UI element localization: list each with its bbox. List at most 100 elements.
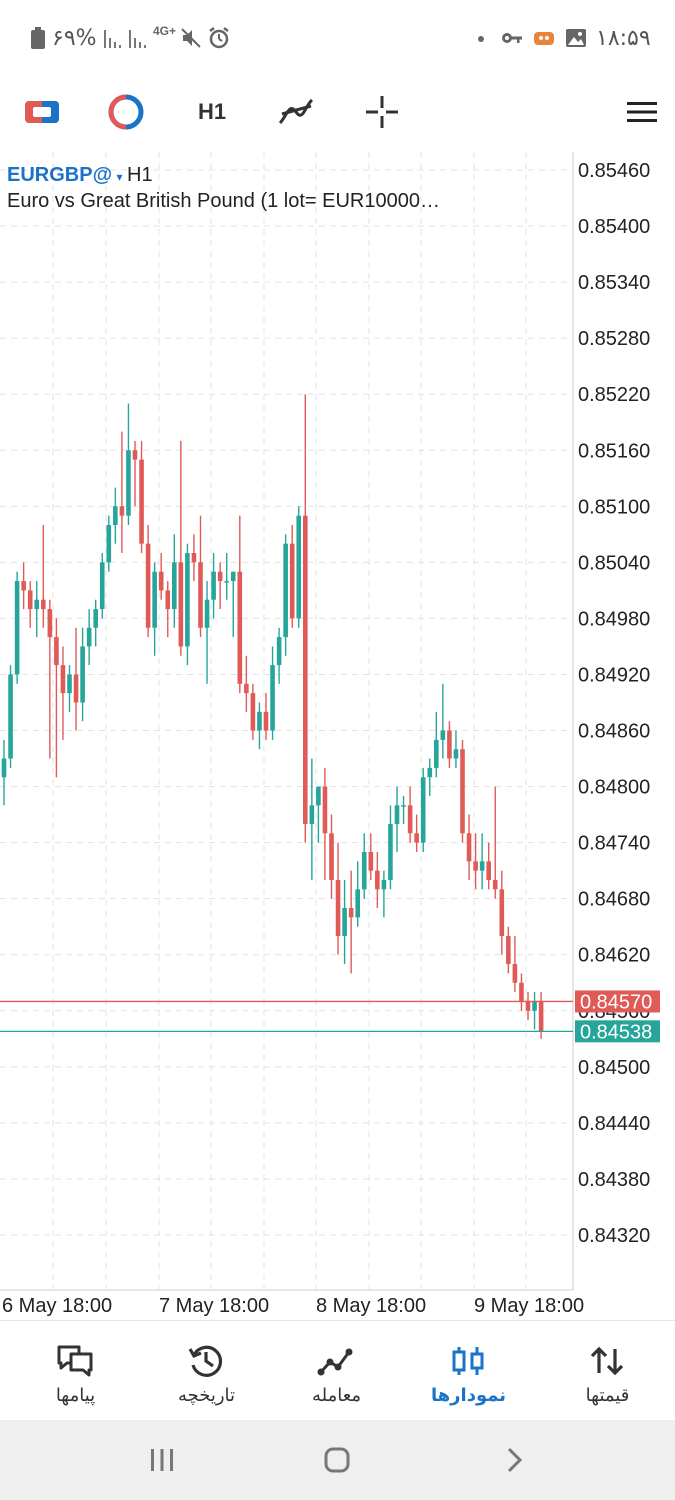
candle-body [427, 767, 433, 778]
signal-icon-2 [129, 30, 146, 48]
candle-body [126, 450, 131, 516]
menu-icon [627, 102, 657, 122]
bid-price-label: 0.84538 [580, 1021, 652, 1043]
objects-icon [278, 98, 314, 125]
candle-body [414, 833, 419, 843]
bottom-navigation: قیمتها نمودارها معامله تاریخچه پیامها [0, 1320, 675, 1421]
ask-price-tag [575, 990, 660, 1013]
chart-timeframe: H1 [127, 164, 153, 186]
trade-line-icon [317, 1348, 353, 1376]
candle-body [519, 982, 524, 1002]
candle-body [466, 833, 472, 862]
candle-body [453, 749, 459, 759]
indicators-button[interactable] [106, 86, 146, 138]
candle-body [303, 515, 308, 824]
battery-percent: ۶۹% [52, 26, 97, 51]
x-tick-label: 7 May 18:00 [159, 1295, 269, 1317]
network-type: 4G+ [153, 24, 177, 38]
candle-body [342, 908, 347, 937]
candle-body [204, 599, 210, 628]
chart-symbol-header[interactable]: EURGBP@ ▾ H1 [7, 164, 153, 187]
objects-button[interactable] [274, 86, 318, 138]
nav-history[interactable]: تاریخچه [139, 1321, 274, 1421]
nav-quotes[interactable]: قیمتها [540, 1321, 675, 1421]
y-tick-label: 0.84500 [578, 1057, 650, 1079]
recent-apps-button[interactable] [148, 1446, 176, 1474]
y-axis: 0.85460 0.85400 0.85340 0.85280 0.85220 0.851… [575, 160, 660, 1247]
price-chart[interactable]: 0.85460 0.85400 0.85340 0.85280 0.85220 0.851… [0, 152, 675, 1318]
candle-body [289, 543, 295, 619]
one-click-trade-button[interactable] [22, 86, 62, 138]
nav-messages[interactable]: پیامها [8, 1321, 143, 1421]
key-icon [502, 33, 522, 43]
candle-body [368, 851, 374, 871]
y-tick-label: 0.85280 [578, 328, 650, 350]
candle-body [217, 571, 223, 582]
candle-body [532, 1001, 537, 1011]
candle-body [283, 543, 288, 638]
ask-price-label: 0.84570 [580, 991, 652, 1013]
candle-body [211, 571, 216, 600]
timeframe-button[interactable]: H1 [190, 86, 234, 138]
nav-charts[interactable]: نمودارها [401, 1321, 536, 1421]
signal-icon [104, 30, 121, 48]
mute-icon [181, 28, 201, 48]
candle-body [191, 553, 197, 563]
nav-history-label: تاریخچه [177, 1385, 236, 1406]
candle-body [132, 450, 138, 460]
crosshair-button[interactable] [360, 86, 404, 138]
candle-body [113, 506, 118, 525]
candle-body [355, 889, 360, 918]
candle-body [60, 665, 66, 694]
nav-trade[interactable]: معامله [269, 1321, 404, 1421]
dot-icon [478, 36, 484, 42]
candle-body [185, 553, 190, 647]
y-tick-label: 0.84920 [578, 664, 650, 686]
app-notification-icon [534, 32, 554, 45]
messages-icon [57, 1345, 93, 1377]
candle-body [322, 786, 328, 834]
indicators-icon [108, 94, 144, 130]
candle-body [420, 777, 426, 843]
y-tick-label: 0.84440 [578, 1113, 650, 1135]
price-lines [0, 1000, 573, 1032]
back-button[interactable] [502, 1446, 526, 1474]
candle-body [165, 590, 171, 610]
candle-body [8, 674, 13, 759]
candle-body [178, 562, 184, 647]
battery-icon [31, 27, 45, 49]
x-tick-label: 6 May 18:00 [2, 1295, 112, 1317]
candle-body [198, 562, 203, 628]
y-tick-label: 0.84860 [578, 721, 650, 743]
candle-body [14, 581, 20, 675]
y-tick-label: 0.85400 [578, 216, 650, 238]
x-tick-label: 8 May 18:00 [316, 1295, 426, 1317]
candle-body [335, 880, 341, 937]
candle-body [99, 562, 105, 610]
home-button[interactable] [323, 1446, 351, 1474]
candle-body [361, 851, 367, 890]
candle-body [47, 609, 53, 638]
candle-body [506, 936, 511, 965]
status-bar: ۶۹% 4G+ ۱۸:۵۹ [0, 0, 675, 74]
x-tick-label: 9 May 18:00 [474, 1295, 584, 1317]
candle-body [394, 805, 400, 824]
chart-toolbar: H1 [0, 74, 675, 150]
candle-body [27, 590, 33, 610]
candle-body [86, 627, 92, 647]
candle-body [473, 861, 478, 871]
candle-body [316, 786, 321, 806]
candle-body [158, 571, 164, 591]
candle-body [237, 571, 243, 684]
candle-body [499, 889, 505, 937]
y-tick-label: 0.85040 [578, 552, 650, 574]
x-axis: 6 May 18:00 7 May 18:00 8 May 18:00 9 May 1… [2, 1295, 584, 1317]
candle-body [381, 880, 387, 890]
menu-button[interactable] [622, 86, 662, 138]
nav-quotes-label: قیمتها [585, 1385, 630, 1406]
candle-body [152, 571, 157, 628]
symbol-dropdown-icon: ▾ [116, 170, 123, 184]
candle-body [145, 543, 151, 628]
candle-body [172, 562, 177, 610]
symbol-description: Euro vs Great British Pound (1 lot= EUR1… [7, 190, 440, 212]
